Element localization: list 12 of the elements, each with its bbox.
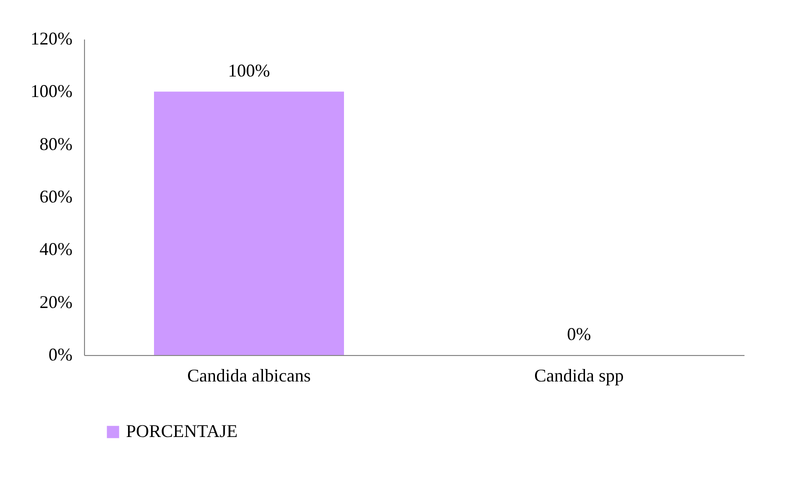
y-tick-label: 60% (40, 186, 72, 206)
x-tick-label: Candida albicans (187, 366, 311, 386)
y-tick-label: 80% (40, 134, 72, 154)
data-label: 100% (228, 60, 270, 81)
legend-label: PORCENTAJE (126, 421, 238, 441)
y-tick-label: 40% (40, 239, 72, 260)
x-tick-label: Candida spp (534, 366, 624, 386)
y-tick-label: 0% (48, 344, 72, 364)
y-tick-label: 20% (40, 292, 72, 312)
data-label: 0% (567, 324, 591, 344)
y-tick-label: 100% (30, 81, 72, 102)
y-tick-label: 120% (30, 28, 72, 48)
